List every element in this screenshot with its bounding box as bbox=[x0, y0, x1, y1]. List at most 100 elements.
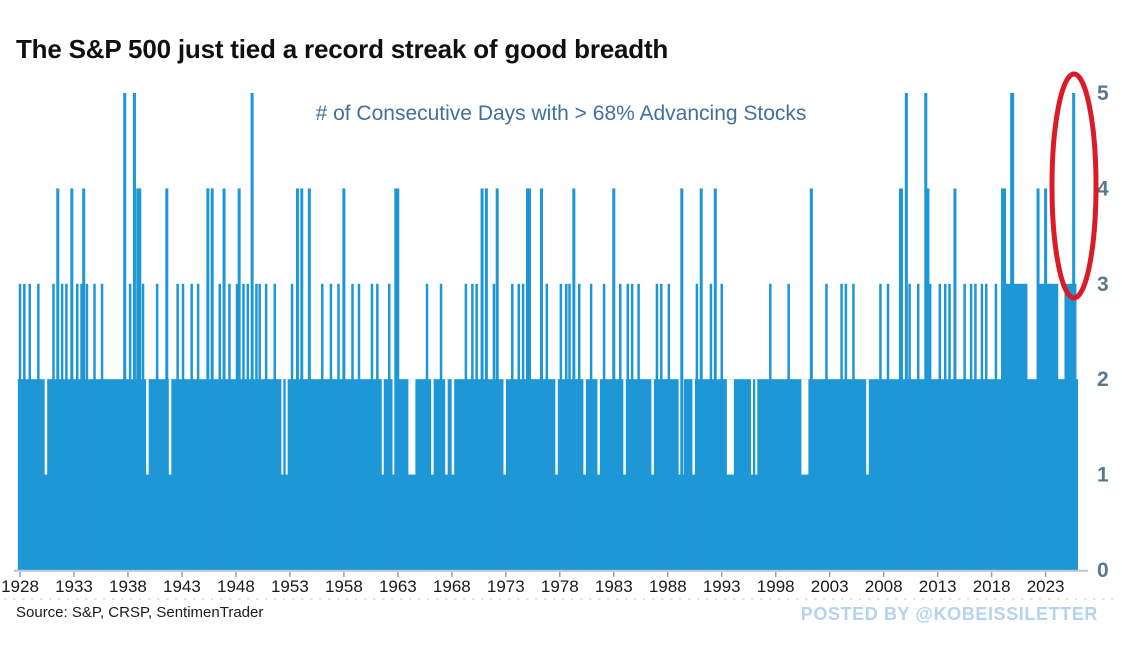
x-tick-label: 1928 bbox=[1, 577, 39, 596]
spike-5 bbox=[924, 93, 928, 570]
spike-4 bbox=[809, 188, 813, 570]
spike-3 bbox=[190, 283, 193, 570]
spike-3 bbox=[181, 283, 185, 570]
spike-5 bbox=[1072, 93, 1076, 570]
spike-4 bbox=[307, 188, 311, 570]
spike-4 bbox=[394, 188, 400, 570]
x-tick-label: 2003 bbox=[811, 577, 849, 596]
y-tick-label: 3 bbox=[1097, 273, 1109, 296]
spike-4 bbox=[898, 188, 903, 570]
spike-4 bbox=[612, 188, 616, 570]
spike-3 bbox=[994, 283, 998, 570]
spike-3 bbox=[196, 283, 200, 570]
spike-3 bbox=[908, 283, 911, 570]
dip-to-1 bbox=[726, 379, 734, 475]
spike-4 bbox=[539, 188, 543, 570]
spike-3 bbox=[626, 283, 630, 570]
x-tick-label: 2018 bbox=[973, 577, 1011, 596]
dip-to-1 bbox=[583, 379, 586, 475]
spike-5 bbox=[904, 93, 908, 570]
x-tick-label: 2008 bbox=[865, 577, 903, 596]
spike-3 bbox=[559, 283, 563, 570]
spike-3 bbox=[100, 283, 104, 570]
spike-3 bbox=[290, 283, 294, 570]
spike-3 bbox=[852, 283, 855, 570]
spike-4 bbox=[136, 188, 142, 570]
spike-4 bbox=[222, 188, 226, 570]
spike-3 bbox=[974, 283, 977, 570]
spike-3-wide bbox=[1050, 283, 1059, 570]
spike-3 bbox=[1024, 283, 1028, 570]
spike-3 bbox=[492, 283, 496, 570]
x-tick-label: 1948 bbox=[217, 577, 255, 596]
spike-3 bbox=[60, 283, 64, 570]
spike-3 bbox=[351, 283, 354, 570]
spike-4 bbox=[56, 188, 60, 570]
spike-3 bbox=[80, 283, 83, 570]
spike-3 bbox=[568, 283, 571, 570]
dip-to-1 bbox=[392, 379, 395, 475]
spike-3 bbox=[963, 283, 966, 570]
spike-4 bbox=[699, 188, 703, 570]
spike-3 bbox=[980, 283, 984, 570]
spike-3 bbox=[141, 283, 145, 570]
spike-3 bbox=[660, 283, 663, 570]
spike-3 bbox=[655, 283, 659, 570]
dip-to-1 bbox=[866, 379, 869, 475]
record-streak-highlight-ellipse bbox=[1049, 71, 1099, 301]
dip-to-1 bbox=[285, 379, 288, 475]
spike-4 bbox=[1044, 188, 1048, 570]
spike-4 bbox=[237, 188, 241, 570]
spike-3 bbox=[943, 283, 947, 570]
dip-to-1 bbox=[168, 379, 172, 475]
spike-3 bbox=[258, 283, 261, 570]
dip-to-1 bbox=[445, 379, 448, 475]
spike-3 bbox=[948, 283, 951, 570]
x-tick-label: 1953 bbox=[271, 577, 309, 596]
spike-3 bbox=[521, 283, 525, 570]
y-tick-label: 5 bbox=[1097, 82, 1109, 105]
dip-to-1 bbox=[801, 379, 809, 475]
spike-3 bbox=[475, 283, 478, 570]
spike-3 bbox=[255, 283, 258, 570]
spike-3 bbox=[720, 283, 723, 570]
spike-3 bbox=[709, 283, 713, 570]
spike-4 bbox=[82, 188, 86, 570]
x-tick-label: 1963 bbox=[379, 577, 417, 596]
spike-4 bbox=[680, 188, 684, 570]
spike-3 bbox=[425, 283, 429, 570]
dip-to-1 bbox=[381, 379, 384, 475]
spike-5 bbox=[1010, 93, 1015, 570]
spike-3 bbox=[176, 283, 179, 570]
spike-3 bbox=[637, 283, 640, 570]
spike-4 bbox=[926, 188, 930, 570]
spike-3 bbox=[28, 283, 31, 570]
spike-4 bbox=[206, 188, 210, 570]
source-caption: Source: S&P, CRSP, SentimenTrader bbox=[16, 604, 264, 621]
spike-3 bbox=[471, 283, 474, 570]
x-tick-label: 1998 bbox=[757, 577, 795, 596]
dip-to-1 bbox=[451, 379, 455, 475]
spike-3 bbox=[928, 283, 932, 570]
dip-to-1 bbox=[431, 379, 434, 475]
x-tick-label: 1978 bbox=[541, 577, 579, 596]
x-tick-label: 1988 bbox=[649, 577, 687, 596]
dip-to-1 bbox=[408, 379, 416, 475]
spike-3 bbox=[337, 283, 340, 570]
spike-3 bbox=[844, 283, 848, 570]
spike-3 bbox=[577, 283, 581, 570]
y-tick-label: 4 bbox=[1097, 177, 1109, 200]
spike-3 bbox=[619, 283, 622, 570]
x-tick-label: 1983 bbox=[595, 577, 633, 596]
spike-3 bbox=[879, 283, 882, 570]
dip-to-1 bbox=[750, 379, 753, 475]
y-tick-label: 2 bbox=[1097, 368, 1109, 391]
spike-4 bbox=[70, 188, 74, 570]
spike-4 bbox=[713, 188, 717, 570]
spike-3 bbox=[155, 283, 159, 570]
spike-3 bbox=[589, 283, 593, 570]
spike-3 bbox=[667, 283, 671, 570]
axis-layer: 1928 1933 1938 1943 1948 1953 1958 1963 1968 1973… bbox=[1, 82, 1118, 600]
